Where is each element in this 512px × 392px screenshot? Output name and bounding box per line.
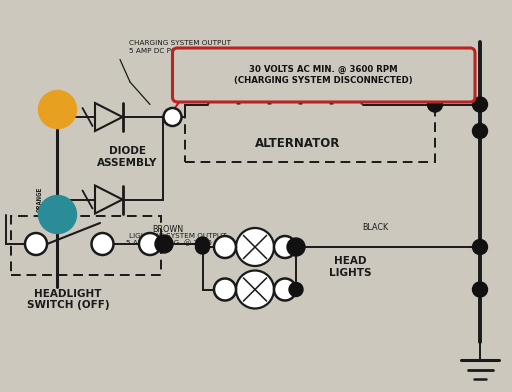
Circle shape	[25, 233, 47, 255]
Circle shape	[289, 283, 303, 296]
Circle shape	[155, 235, 173, 253]
Circle shape	[139, 233, 161, 255]
Circle shape	[38, 196, 76, 234]
Circle shape	[214, 278, 236, 301]
Polygon shape	[95, 103, 122, 131]
Circle shape	[274, 278, 296, 301]
Circle shape	[236, 228, 274, 266]
Circle shape	[473, 240, 487, 254]
Circle shape	[196, 237, 209, 251]
Circle shape	[473, 97, 487, 112]
Text: CHARGING SYSTEM OUTPUT
5 AMP DC POS  @ 3600 RPM: CHARGING SYSTEM OUTPUT 5 AMP DC POS @ 36…	[129, 40, 231, 54]
Circle shape	[196, 240, 209, 254]
FancyBboxPatch shape	[173, 48, 475, 102]
Circle shape	[163, 108, 181, 126]
Circle shape	[214, 236, 236, 258]
Circle shape	[473, 282, 487, 297]
Bar	[185, 82, 435, 162]
Text: ALTERNATOR: ALTERNATOR	[255, 136, 340, 149]
Circle shape	[236, 270, 274, 309]
Circle shape	[428, 97, 442, 112]
Text: 30 VOLTS AC MIN. @ 3600 RPM
(CHARGING SYSTEM DISCONNECTED): 30 VOLTS AC MIN. @ 3600 RPM (CHARGING SY…	[234, 65, 413, 85]
Text: HEADLIGHT
SWITCH (OFF): HEADLIGHT SWITCH (OFF)	[27, 289, 110, 310]
Circle shape	[92, 233, 114, 255]
Text: BLACK: BLACK	[362, 223, 388, 232]
Bar	[11, 216, 161, 274]
Text: ORANGE: ORANGE	[37, 187, 43, 212]
Text: BROWN: BROWN	[152, 225, 183, 234]
Circle shape	[38, 91, 76, 129]
Polygon shape	[95, 185, 122, 214]
Text: HEAD
LIGHTS: HEAD LIGHTS	[329, 256, 371, 278]
Circle shape	[274, 236, 296, 258]
Text: DIODE
ASSEMBLY: DIODE ASSEMBLY	[97, 146, 158, 168]
Text: LIGHTING SYSTEM OUTPUT
5 AMP DC NEG  @ 3600 RPM: LIGHTING SYSTEM OUTPUT 5 AMP DC NEG @ 36…	[125, 233, 229, 246]
Circle shape	[287, 238, 305, 256]
Circle shape	[473, 123, 487, 138]
